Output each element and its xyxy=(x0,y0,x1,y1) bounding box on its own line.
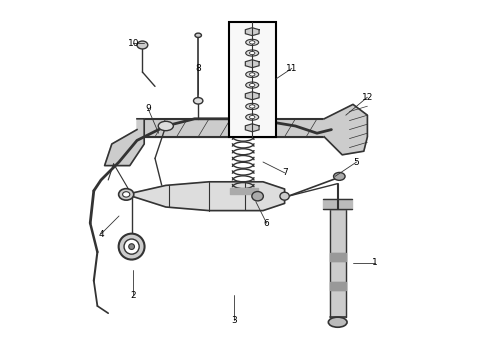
Ellipse shape xyxy=(245,82,259,88)
Ellipse shape xyxy=(124,239,139,254)
Text: 3: 3 xyxy=(231,316,237,325)
Ellipse shape xyxy=(245,103,259,109)
Text: 10: 10 xyxy=(128,39,139,48)
Text: 11: 11 xyxy=(286,64,297,73)
Ellipse shape xyxy=(280,192,289,200)
Ellipse shape xyxy=(119,189,134,200)
Ellipse shape xyxy=(249,84,255,87)
Text: 2: 2 xyxy=(131,291,136,300)
Ellipse shape xyxy=(249,116,255,119)
Text: 7: 7 xyxy=(282,168,288,177)
Ellipse shape xyxy=(249,105,255,108)
Ellipse shape xyxy=(137,41,148,49)
Ellipse shape xyxy=(245,71,259,77)
Ellipse shape xyxy=(245,50,259,56)
Ellipse shape xyxy=(158,121,173,131)
Text: 8: 8 xyxy=(196,64,201,73)
Ellipse shape xyxy=(119,234,145,260)
Polygon shape xyxy=(245,124,259,132)
Text: 12: 12 xyxy=(362,93,373,102)
Text: 5: 5 xyxy=(354,158,360,166)
Polygon shape xyxy=(245,28,259,36)
Bar xyxy=(229,22,275,137)
Ellipse shape xyxy=(249,51,255,55)
Text: 1: 1 xyxy=(372,258,377,267)
Ellipse shape xyxy=(122,192,130,197)
Ellipse shape xyxy=(245,39,259,45)
Polygon shape xyxy=(104,119,144,166)
Polygon shape xyxy=(245,92,259,100)
Ellipse shape xyxy=(328,317,347,327)
Text: 4: 4 xyxy=(98,230,104,239)
Ellipse shape xyxy=(249,73,255,76)
Text: 6: 6 xyxy=(264,219,270,228)
Ellipse shape xyxy=(252,192,263,201)
Text: 9: 9 xyxy=(145,104,151,113)
Polygon shape xyxy=(126,182,285,211)
Ellipse shape xyxy=(245,114,259,120)
Ellipse shape xyxy=(195,33,201,37)
Ellipse shape xyxy=(234,113,252,123)
Ellipse shape xyxy=(334,172,345,180)
Polygon shape xyxy=(324,104,368,155)
Ellipse shape xyxy=(194,98,203,104)
Polygon shape xyxy=(245,60,259,68)
Ellipse shape xyxy=(249,41,255,44)
Ellipse shape xyxy=(129,244,134,249)
